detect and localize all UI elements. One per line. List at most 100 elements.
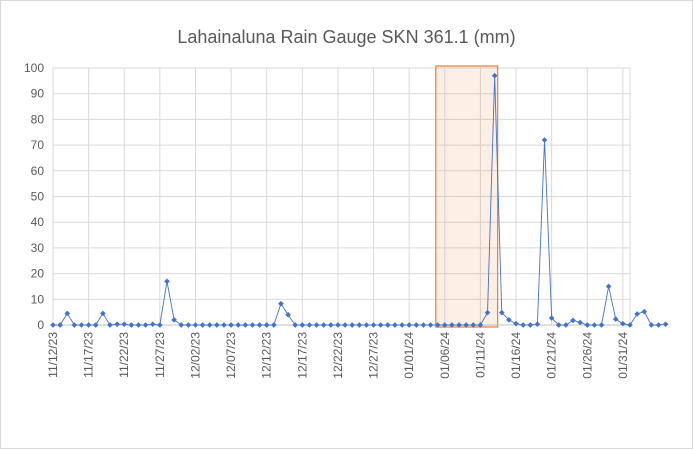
data-point bbox=[420, 322, 427, 328]
data-point bbox=[114, 321, 120, 328]
data-point bbox=[263, 322, 270, 328]
series-line bbox=[53, 75, 666, 326]
data-point bbox=[377, 322, 384, 328]
data-point bbox=[270, 322, 277, 328]
x-tick-label: 12/17/23 bbox=[295, 332, 309, 379]
y-tick-label: 90 bbox=[31, 87, 45, 101]
data-point bbox=[605, 283, 612, 290]
data-point bbox=[612, 316, 619, 322]
data-point bbox=[292, 322, 299, 328]
data-point bbox=[434, 322, 441, 328]
x-tick-label: 01/26/24 bbox=[580, 332, 594, 379]
data-point bbox=[619, 320, 626, 327]
data-point bbox=[335, 322, 341, 328]
data-point bbox=[128, 322, 135, 328]
data-point bbox=[498, 309, 505, 316]
x-tick-label: 01/06/24 bbox=[438, 332, 452, 379]
data-point bbox=[135, 322, 142, 328]
y-tick-label: 0 bbox=[37, 318, 44, 332]
data-point bbox=[520, 322, 527, 328]
x-tick-label: 01/11/24 bbox=[473, 332, 487, 378]
highlight-box bbox=[435, 65, 499, 328]
data-point bbox=[555, 322, 562, 328]
data-point bbox=[206, 322, 213, 328]
data-point bbox=[598, 322, 605, 328]
y-tick-label: 20 bbox=[31, 267, 45, 281]
x-tick-label: 12/02/23 bbox=[188, 332, 202, 379]
data-point bbox=[399, 322, 405, 328]
data-point bbox=[50, 322, 56, 328]
data-point bbox=[342, 322, 348, 328]
y-tick-label: 50 bbox=[31, 190, 45, 204]
data-point bbox=[477, 322, 484, 328]
data-point bbox=[527, 322, 534, 328]
x-tick-label: 01/21/24 bbox=[545, 332, 559, 379]
x-tick-label: 12/22/23 bbox=[331, 332, 345, 379]
data-point bbox=[641, 308, 648, 315]
data-point bbox=[199, 322, 206, 328]
data-point bbox=[156, 322, 163, 328]
data-point bbox=[484, 309, 491, 316]
data-point bbox=[548, 315, 555, 321]
data-point bbox=[463, 322, 470, 328]
data-point bbox=[627, 322, 633, 328]
data-point bbox=[299, 322, 306, 328]
data-point bbox=[57, 322, 64, 328]
data-point bbox=[256, 322, 263, 328]
x-tick-label: 12/27/23 bbox=[367, 332, 381, 379]
data-point bbox=[221, 322, 227, 328]
data-point bbox=[149, 321, 156, 328]
data-point bbox=[121, 321, 128, 328]
data-point bbox=[541, 137, 548, 143]
data-point bbox=[634, 311, 641, 317]
data-point bbox=[164, 278, 170, 285]
data-point bbox=[213, 322, 220, 328]
data-point bbox=[406, 322, 413, 328]
data-point bbox=[278, 300, 284, 307]
x-tick-label: 11/12/23 bbox=[46, 332, 60, 378]
data-point bbox=[441, 322, 448, 328]
data-point bbox=[570, 317, 576, 324]
x-tick-label: 11/17/23 bbox=[82, 332, 96, 378]
data-point bbox=[327, 322, 334, 328]
x-tick-label: 01/01/24 bbox=[402, 332, 416, 379]
y-tick-label: 70 bbox=[31, 138, 45, 152]
y-tick-label: 100 bbox=[24, 61, 44, 75]
data-point bbox=[313, 322, 320, 328]
data-point bbox=[662, 321, 669, 328]
data-point bbox=[242, 322, 249, 328]
data-point bbox=[285, 311, 291, 318]
data-point bbox=[142, 322, 149, 328]
chart-title: Lahainaluna Rain Gauge SKN 361.1 (mm) bbox=[177, 27, 516, 47]
data-point bbox=[320, 322, 327, 328]
data-point bbox=[107, 322, 113, 328]
data-point bbox=[92, 322, 99, 328]
data-point bbox=[349, 322, 356, 328]
data-point bbox=[71, 322, 78, 328]
data-point bbox=[413, 322, 420, 328]
x-tick-label: 01/31/24 bbox=[616, 332, 630, 379]
y-tick-label: 60 bbox=[31, 164, 45, 178]
data-point bbox=[648, 322, 655, 328]
data-point bbox=[370, 322, 377, 328]
data-point bbox=[577, 319, 584, 326]
data-point bbox=[470, 322, 477, 328]
data-point bbox=[192, 322, 199, 328]
data-point bbox=[584, 322, 591, 328]
data-point bbox=[99, 310, 106, 317]
data-point bbox=[591, 322, 598, 328]
data-point bbox=[64, 310, 71, 317]
y-tick-label: 10 bbox=[31, 292, 45, 306]
data-point bbox=[171, 316, 177, 323]
x-tick-label: 12/07/23 bbox=[224, 332, 238, 379]
x-tick-label: 01/16/24 bbox=[509, 332, 523, 379]
data-point bbox=[306, 322, 313, 328]
data-point bbox=[228, 322, 234, 328]
x-tick-label: 11/27/23 bbox=[153, 332, 167, 378]
x-tick-label: 11/22/23 bbox=[117, 332, 131, 378]
data-point bbox=[235, 322, 242, 328]
data-point bbox=[178, 322, 185, 328]
data-point bbox=[513, 320, 519, 327]
